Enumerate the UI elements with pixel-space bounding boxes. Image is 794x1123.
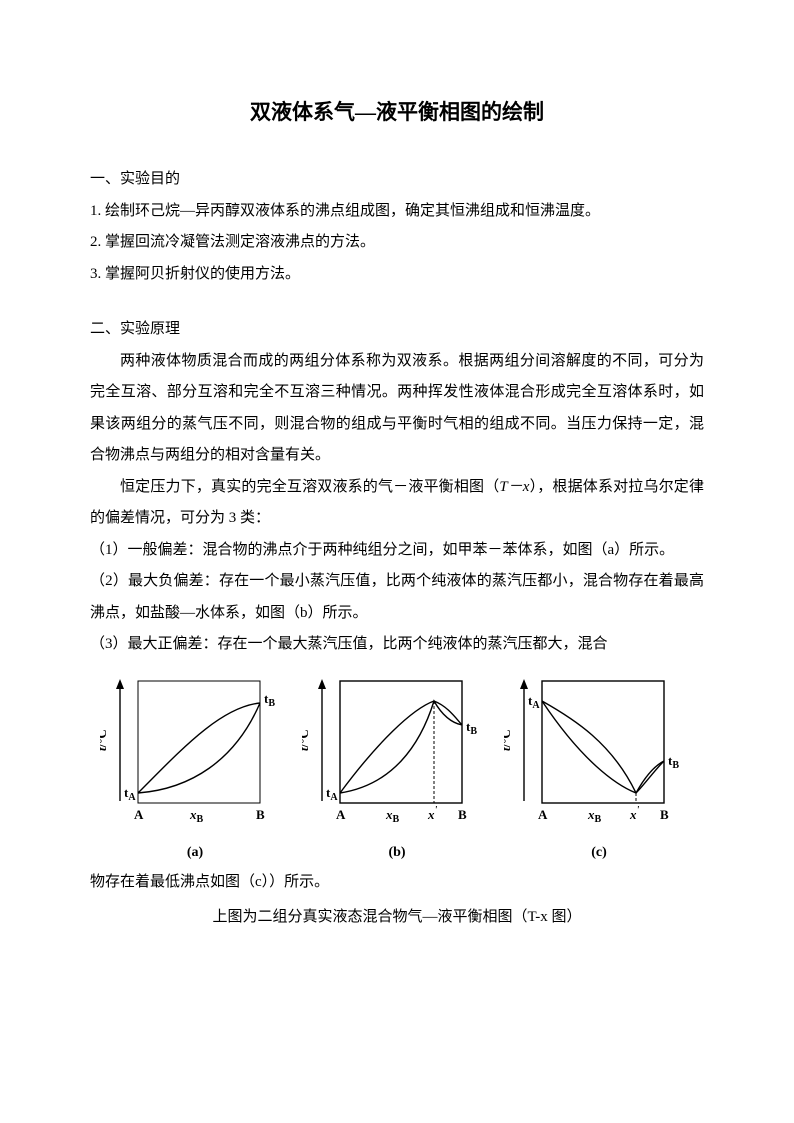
chart-b-label: (b) [388,838,405,867]
chart-a-lower-curve [138,703,260,793]
chart-c-lower-curve [542,701,664,793]
chart-c-xprime: x' [629,805,640,822]
obj-item-3: 3. 掌握阿贝折射仪的使用方法。 [90,259,704,291]
charts-row: t/°C tA tB A B xB (a) t/°C tA tB A B xB [90,671,704,867]
chart-c-ylabel: t/°C [504,729,513,751]
chart-c-upper-curve [542,701,664,793]
chart-c: t/°C tA tB A B xB x' (c) [504,671,694,867]
chart-a-A: A [134,807,144,822]
chart-a-upper-curve [138,703,260,793]
chart-b-B: B [458,807,467,822]
chart-a-tA: tA [124,785,136,803]
deviation-item-2: （2）最大负偏差：存在一个最小蒸汽压值，比两个纯液体的蒸汽压都小，混合物存在着最… [90,566,704,629]
deviation-item-3-cont: 物存在着最低沸点如图（c））所示。 [90,867,704,899]
p2a: 恒定压力下，真实的完全互溶双液系的气－液平衡相图（ [120,479,499,495]
chart-c-svg: t/°C tA tB A B xB x' [504,671,694,836]
chart-a: t/°C tA tB A B xB (a) [100,671,290,867]
deviation-item-1: （1）一般偏差：混合物的沸点介于两种纯组分之间，如甲苯－苯体系，如图（a）所示。 [90,535,704,567]
obj-item-1: 1. 绘制环己烷—异丙醇双液体系的沸点组成图，确定其恒沸组成和恒沸温度。 [90,196,704,228]
chart-b-svg: t/°C tA tB A B xB x' [302,671,492,836]
chart-b-yaxis-arrow [318,679,326,689]
chart-b-tB: tB [466,719,477,737]
chart-c-frame [542,681,664,803]
chart-b-tA: tA [326,785,338,803]
chart-a-yaxis-arrow [116,679,124,689]
chart-a-frame [138,681,260,803]
chart-b-frame [340,681,462,803]
chart-a-xB: xB [189,807,204,825]
p2b-italic: T－x [499,479,529,495]
chart-a-ylabel: t/°C [100,729,109,751]
principle-para-2: 恒定压力下，真实的完全互溶双液系的气－液平衡相图（T－x），根据体系对拉乌尔定律… [90,472,704,535]
chart-a-B: B [256,807,265,822]
chart-b: t/°C tA tB A B xB x' (b) [302,671,492,867]
deviation-item-3: （3）最大正偏差：存在一个最大蒸汽压值，比两个纯液体的蒸汽压都大，混合 [90,629,704,661]
principle-para-1: 两种液体物质混合而成的两组分体系称为双液系。根据两组分间溶解度的不同，可分为完全… [90,346,704,472]
chart-a-tB: tB [264,691,275,709]
chart-b-xprime: x' [427,805,438,822]
chart-b-ylabel: t/°C [302,729,311,751]
chart-a-svg: t/°C tA tB A B xB [100,671,290,836]
section1-heading: 一、实验目的 [90,164,704,196]
obj-item-2: 2. 掌握回流冷凝管法测定溶液沸点的方法。 [90,227,704,259]
chart-b-xB: xB [385,807,400,825]
chart-c-yaxis-arrow [520,679,528,689]
chart-c-A: A [538,807,548,822]
page-title: 双液体系气—液平衡相图的绘制 [90,90,704,134]
chart-c-xB: xB [587,807,602,825]
chart-a-label: (a) [187,838,203,867]
chart-c-tB: tB [668,753,679,771]
chart-b-lower-curve [340,701,462,793]
chart-c-B: B [660,807,669,822]
chart-c-tA: tA [528,693,540,711]
chart-b-A: A [336,807,346,822]
figure-caption: 上图为二组分真实液态混合物气—液平衡相图（T-x 图） [90,902,704,934]
section2-heading: 二、实验原理 [90,314,704,346]
chart-c-label: (c) [591,838,607,867]
